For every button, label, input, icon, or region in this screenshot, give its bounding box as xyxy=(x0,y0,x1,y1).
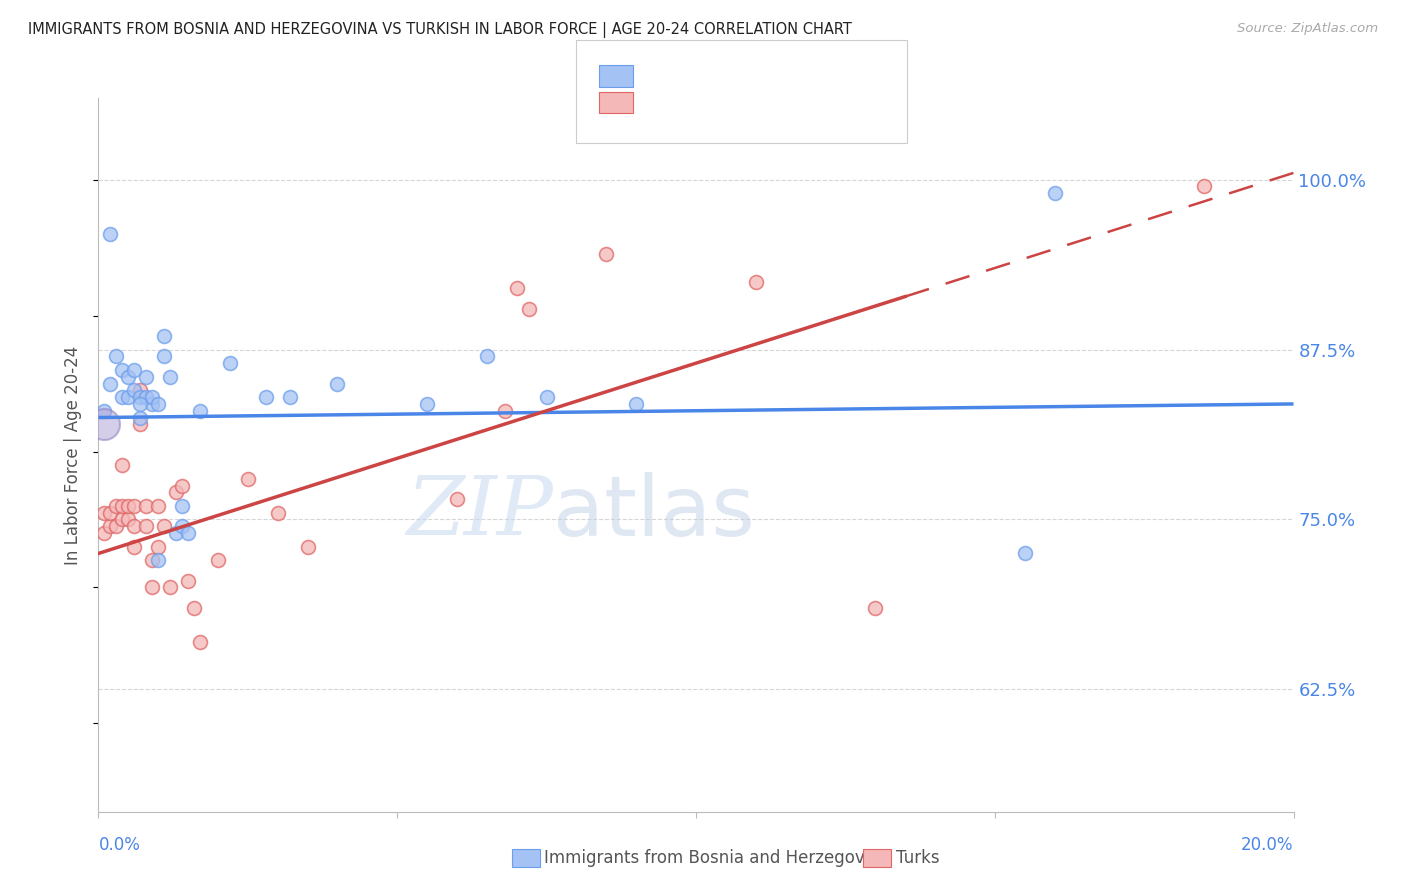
Point xyxy=(93,417,115,432)
Point xyxy=(595,247,617,261)
Point xyxy=(153,329,176,343)
Point xyxy=(159,581,181,595)
Point xyxy=(141,390,163,404)
Point xyxy=(124,499,146,513)
Point xyxy=(446,492,468,507)
Point xyxy=(135,499,157,513)
Y-axis label: In Labor Force | Age 20-24: In Labor Force | Age 20-24 xyxy=(65,345,83,565)
Point xyxy=(93,403,115,417)
Text: IMMIGRANTS FROM BOSNIA AND HERZEGOVINA VS TURKISH IN LABOR FORCE | AGE 20-24 COR: IMMIGRANTS FROM BOSNIA AND HERZEGOVINA V… xyxy=(28,22,852,38)
Point xyxy=(124,384,146,398)
Point xyxy=(1192,179,1215,194)
Text: N =: N = xyxy=(737,94,776,112)
Point xyxy=(207,553,229,567)
Point xyxy=(111,512,134,526)
Point xyxy=(111,458,134,472)
Point xyxy=(219,356,242,370)
Text: R =: R = xyxy=(643,67,682,85)
Text: N =: N = xyxy=(737,67,776,85)
Text: Turks: Turks xyxy=(896,849,939,867)
Point xyxy=(153,350,176,364)
Point xyxy=(188,403,211,417)
Point xyxy=(135,369,157,384)
Point xyxy=(124,363,146,377)
Point xyxy=(177,526,200,541)
Point xyxy=(129,384,152,398)
Point xyxy=(494,403,516,417)
Point xyxy=(117,369,139,384)
Point xyxy=(297,540,319,554)
Point xyxy=(183,600,205,615)
Text: ZIP: ZIP xyxy=(406,472,553,552)
Point xyxy=(135,519,157,533)
Text: 0.016: 0.016 xyxy=(676,67,733,85)
Point xyxy=(165,485,187,500)
Point xyxy=(506,281,529,295)
Point xyxy=(141,397,163,411)
Text: 0.0%: 0.0% xyxy=(98,836,141,855)
Point xyxy=(129,417,152,432)
Point xyxy=(626,397,648,411)
Point xyxy=(148,499,170,513)
Point xyxy=(105,350,128,364)
Point xyxy=(148,553,170,567)
Point xyxy=(278,390,301,404)
Point xyxy=(1014,546,1036,560)
Text: R =: R = xyxy=(643,94,682,112)
Point xyxy=(100,519,122,533)
Point xyxy=(745,275,768,289)
Point xyxy=(105,519,128,533)
Point xyxy=(111,390,134,404)
Point xyxy=(165,526,187,541)
Text: 41: 41 xyxy=(772,94,797,112)
Point xyxy=(141,581,163,595)
Text: Immigrants from Bosnia and Herzegovina: Immigrants from Bosnia and Herzegovina xyxy=(544,849,890,867)
Point xyxy=(159,369,181,384)
Point xyxy=(172,519,194,533)
Point xyxy=(117,499,139,513)
Point xyxy=(124,540,146,554)
Text: Source: ZipAtlas.com: Source: ZipAtlas.com xyxy=(1237,22,1378,36)
Point xyxy=(536,390,558,404)
Point xyxy=(236,472,259,486)
Point xyxy=(117,390,139,404)
Point xyxy=(111,499,134,513)
Point xyxy=(129,390,152,404)
Point xyxy=(141,553,163,567)
Point xyxy=(117,512,139,526)
Point xyxy=(93,526,115,541)
Point xyxy=(124,519,146,533)
Point xyxy=(172,478,194,492)
Point xyxy=(100,376,122,391)
Point xyxy=(177,574,200,588)
Point xyxy=(1043,186,1066,201)
Point xyxy=(148,397,170,411)
Point xyxy=(172,499,194,513)
Point xyxy=(267,506,290,520)
Point xyxy=(111,363,134,377)
Point xyxy=(865,600,887,615)
Text: 0.329: 0.329 xyxy=(676,94,733,112)
Point xyxy=(105,499,128,513)
Text: 37: 37 xyxy=(772,67,797,85)
Point xyxy=(93,506,115,520)
Point xyxy=(416,397,439,411)
Text: 20.0%: 20.0% xyxy=(1241,836,1294,855)
Point xyxy=(326,376,349,391)
Point xyxy=(148,540,170,554)
Point xyxy=(517,301,540,316)
Point xyxy=(153,519,176,533)
Text: atlas: atlas xyxy=(553,472,754,552)
Point xyxy=(129,397,152,411)
Point xyxy=(475,350,498,364)
Point xyxy=(188,635,211,649)
Point xyxy=(254,390,277,404)
Point xyxy=(100,227,122,241)
Point xyxy=(129,410,152,425)
Point xyxy=(100,506,122,520)
Point xyxy=(135,390,157,404)
